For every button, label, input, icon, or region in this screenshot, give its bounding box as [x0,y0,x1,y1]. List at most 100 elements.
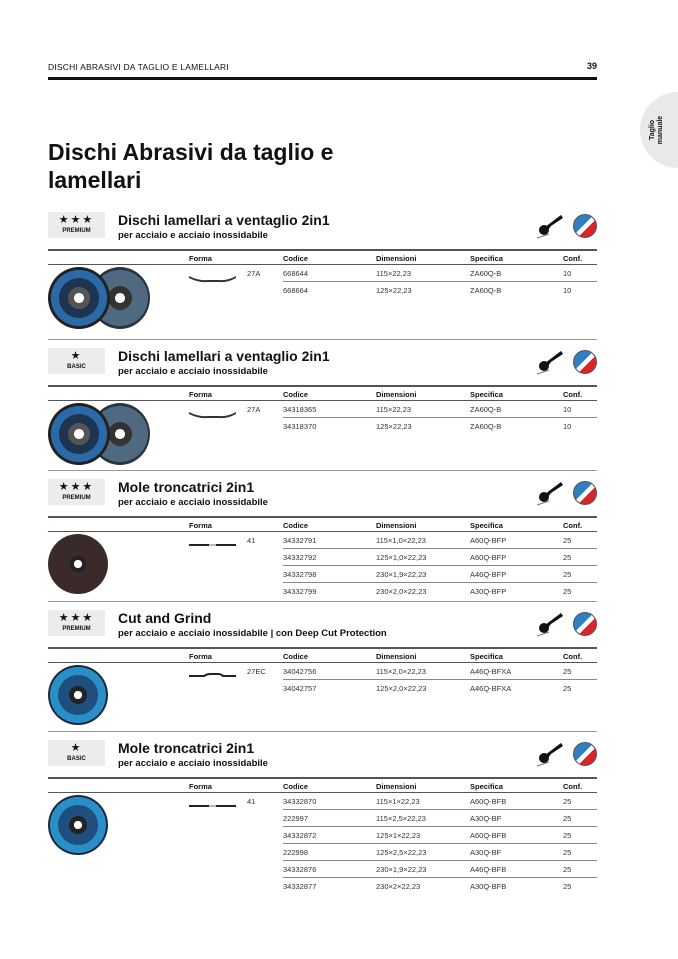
table-row: 34332791 115×1,0×22,23 A60Q-BFP 25 [283,532,597,549]
column-header-specifica: Specifica [470,390,503,399]
product-section: ★ BASIC Dischi lamellari a ventaglio 2in1 p… [48,348,597,473]
conf-cell: 25 [563,814,572,823]
conf-cell: 25 [563,797,572,806]
tier-label: BASIC [67,756,86,762]
angle-grinder-icon [535,479,565,507]
forma-code: 41 [247,797,256,806]
codice-cell: 34318370 [283,422,317,431]
forma-shape-icon [189,668,236,677]
specifica-cell: A46Q-BFXA [470,667,512,676]
dimensioni-cell: 125×1×22,23 [376,831,421,840]
steel-inox-logo-icon [573,350,597,374]
conf-cell: 25 [563,882,572,891]
column-header-conf: Conf. [563,782,583,791]
column-header-specifica: Specifica [470,521,503,530]
section-subtitle: per acciaio e acciaio inossidabile [118,758,268,769]
column-header-dimensioni: Dimensioni [376,521,417,530]
table-row: 34042757 125×2,0×22,23 A46Q-BFXA 25 [283,680,597,697]
codice-cell: 34332792 [283,553,317,562]
table-row: 34332799 230×2,0×22,23 A30Q-BFP 25 [283,583,597,600]
section-subtitle: per acciaio e acciaio inossidabile [118,366,268,377]
column-header-conf: Conf. [563,390,583,399]
codice-cell: 668644 [283,269,309,278]
dimensioni-cell: 115×1×22,23 [376,797,420,806]
table-row: 34332872 125×1×22,23 A60Q-BFB 25 [283,827,597,844]
codice-cell: 34318365 [283,405,317,414]
table-row: 668644 115×22,23 ZA60Q-B 10 [283,265,597,282]
conf-cell: 10 [563,422,572,431]
dimensioni-cell: 125×2,0×22,23 [376,684,427,693]
product-image [48,534,108,594]
conf-cell: 25 [563,587,572,596]
side-tab-line1: Taglio [649,119,656,141]
angle-grinder-icon [535,348,565,376]
table-row: 34332792 125×1,0×22,23 A60Q-BFP 25 [283,549,597,566]
table-row: 34332870 115×1×22,23 A60Q-BFB 25 [283,793,597,810]
forma-code: 27A [247,405,261,414]
table-row: 34332877 230×2×22,23 A30Q-BFB 25 [283,878,597,895]
codice-cell: 222998 [283,848,309,857]
steel-inox-logo-icon [573,214,597,238]
section-title: Mole troncatrici 2in1 [118,740,255,756]
codice-cell: 34332798 [283,570,317,579]
section-title: Dischi lamellari a ventaglio 2in1 [118,348,330,364]
specifica-cell: ZA60Q-B [470,422,502,431]
conf-cell: 25 [563,570,572,579]
steel-inox-logo-icon [573,742,597,766]
column-header-forma: Forma [189,254,212,263]
column-header-forma: Forma [189,521,212,530]
codice-cell: 34332877 [283,882,317,891]
codice-cell: 222997 [283,814,309,823]
specifica-cell: A30Q-BF [470,814,502,823]
section-title: Mole troncatrici 2in1 [118,479,255,495]
specifica-cell: ZA60Q-B [470,269,502,278]
product-image [48,267,110,329]
table-row: 222997 115×2,5×22,23 A30Q-BF 25 [283,810,597,827]
specifica-cell: A30Q-BFP [470,587,507,596]
codice-cell: 34332872 [283,831,317,840]
specifica-cell: ZA60Q-B [470,405,502,414]
specifica-cell: A46Q-BFB [470,865,507,874]
dimensioni-cell: 125×22,23 [376,422,412,431]
table-header: Forma Codice Dimensioni Specifica Conf. [48,777,597,793]
column-header-dimensioni: Dimensioni [376,652,417,661]
column-header-codice: Codice [283,521,309,530]
section-subtitle: per acciaio e acciaio inossidabile | con… [118,628,387,639]
dimensioni-cell: 115×2,5×22,23 [376,814,426,823]
tier-label: PREMIUM [62,495,91,501]
specifica-cell: A46Q-BFP [470,570,507,579]
specifica-cell: A30Q-BF [470,848,502,857]
page-title: Dischi Abrasivi da taglio e lamellari [48,139,334,193]
conf-cell: 25 [563,831,572,840]
column-header-codice: Codice [283,782,309,791]
header-rule [48,77,597,80]
dimensioni-cell: 115×2,0×22,23 [376,667,426,676]
conf-cell: 25 [563,553,572,562]
column-header-dimensioni: Dimensioni [376,254,417,263]
codice-cell: 668664 [283,286,309,295]
forma-shape-icon [189,537,236,546]
column-header-conf: Conf. [563,254,583,263]
rating-stars: ★ [70,742,83,754]
table-header: Forma Codice Dimensioni Specifica Conf. [48,516,597,532]
specifica-cell: A60Q-BFB [470,797,507,806]
table-row: 34042756 115×2,0×22,23 A46Q-BFXA 25 [283,663,597,680]
tier-badge: ★★★ PREMIUM [48,212,105,238]
conf-cell: 25 [563,536,572,545]
column-header-dimensioni: Dimensioni [376,782,417,791]
section-subtitle: per acciaio e acciaio inossidabile [118,230,268,241]
product-section: ★ BASIC Mole troncatrici 2in1 per acciaio e… [48,740,597,891]
specifica-cell: A60Q-BFP [470,553,507,562]
section-divider [48,731,597,732]
dimensioni-cell: 230×1,9×22,23 [376,570,427,579]
table-row: 668664 125×22,23 ZA60Q-B 10 [283,282,597,299]
page-number: 39 [586,61,597,71]
table-row: 34318365 115×22,23 ZA60Q-B 10 [283,401,597,418]
conf-cell: 25 [563,667,572,676]
tier-badge: ★ BASIC [48,348,105,374]
table-header: Forma Codice Dimensioni Specifica Conf. [48,385,597,401]
specifica-cell: A30Q-BFB [470,882,507,891]
column-header-forma: Forma [189,390,212,399]
forma-shape-icon [189,270,236,283]
angle-grinder-icon [535,740,565,768]
